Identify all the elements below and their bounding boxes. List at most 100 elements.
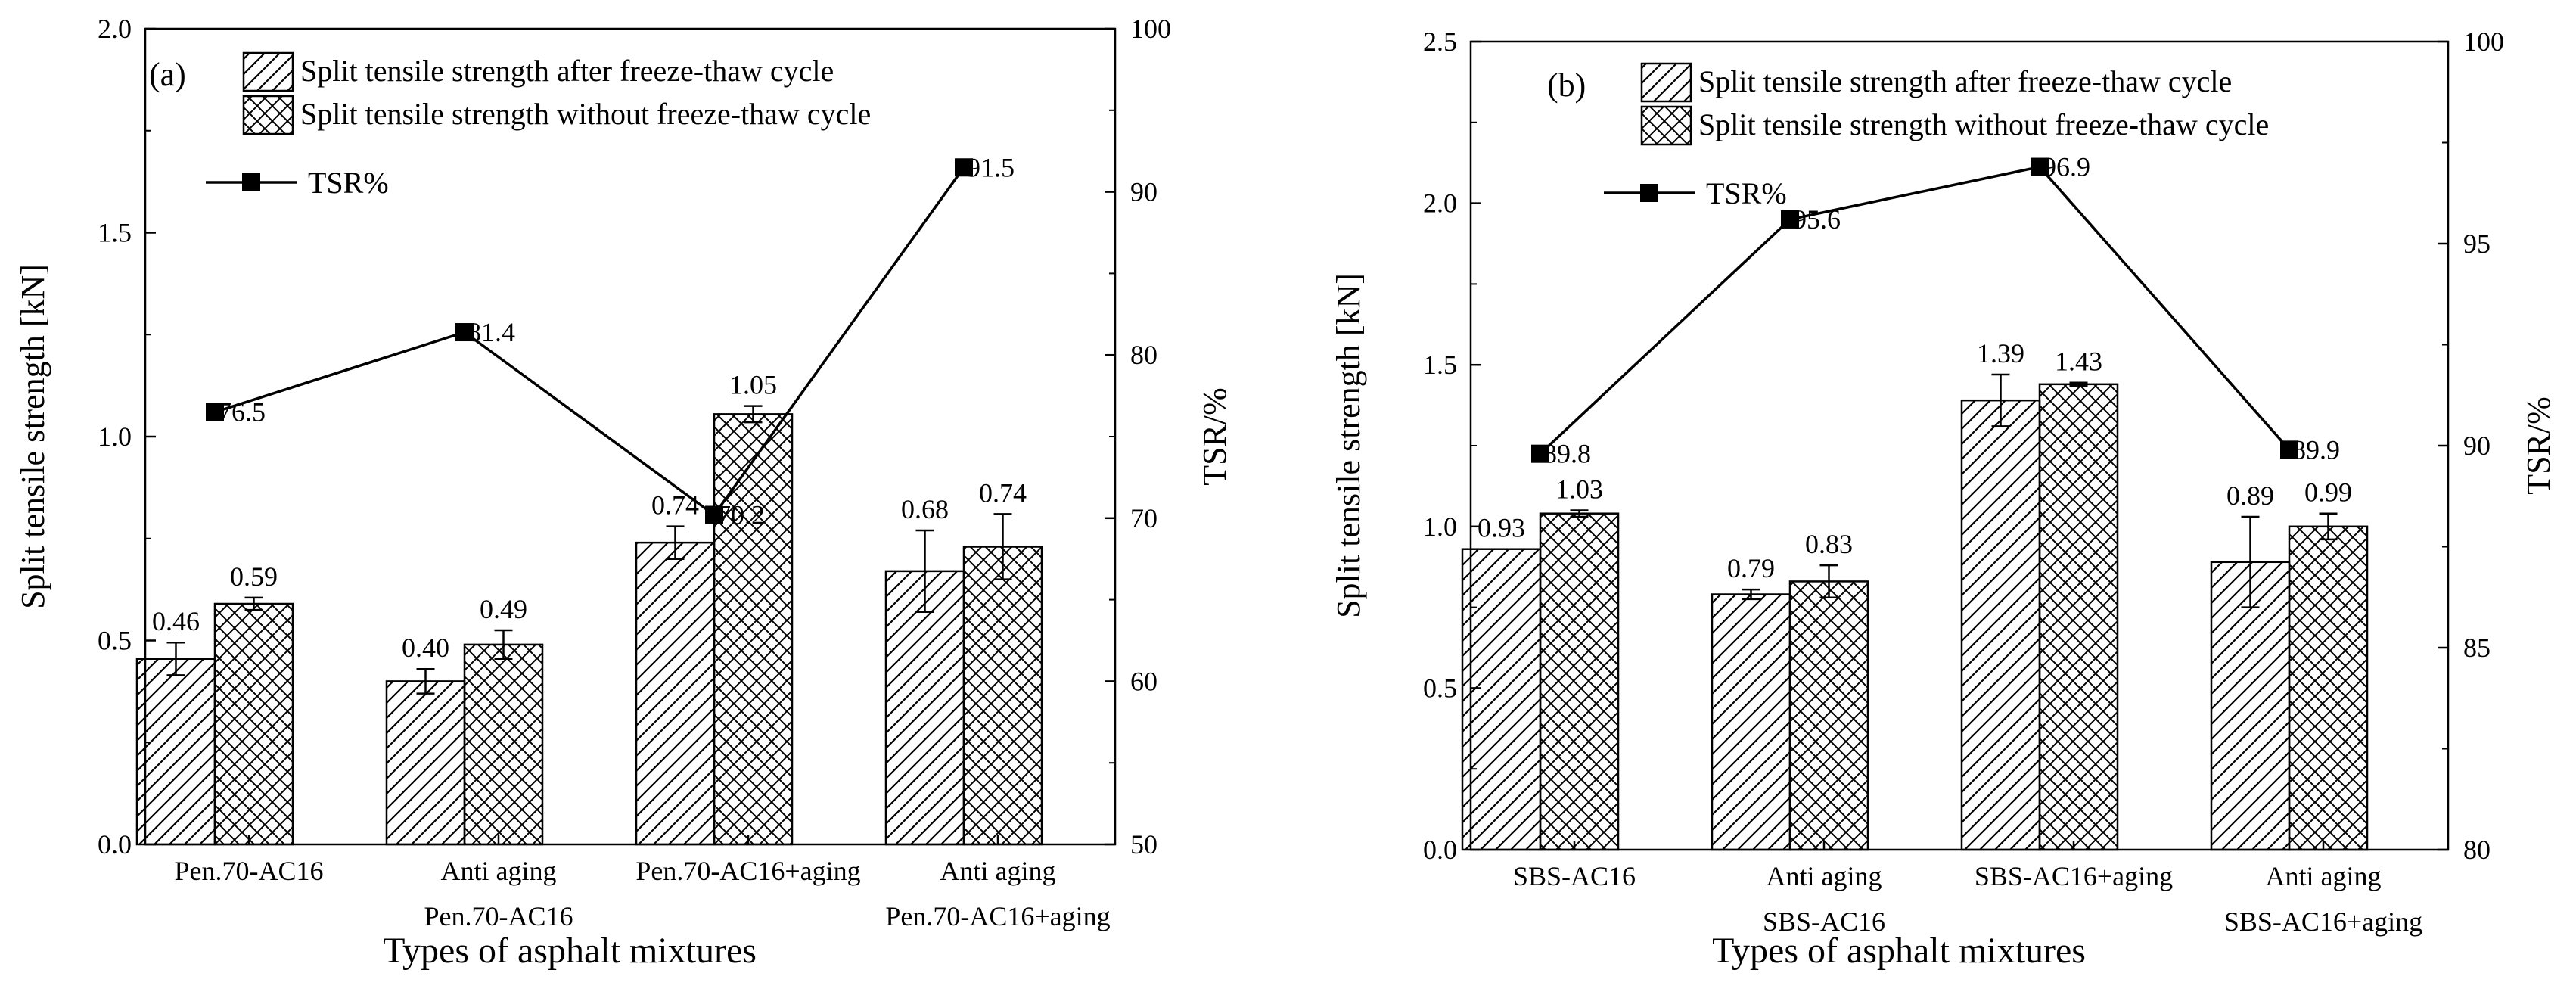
bar-value-label: 0.49 (480, 594, 527, 624)
y2-tick-label: 60 (1130, 666, 1157, 696)
bar-value-label: 1.03 (1555, 474, 1603, 504)
bar (2038, 383, 2119, 851)
bar (713, 413, 794, 846)
bar-value-label: 0.79 (1727, 553, 1775, 583)
tsr-marker (455, 323, 474, 342)
bar (385, 680, 466, 846)
legend-line-marker (1640, 184, 1658, 202)
bar-value-label: 0.74 (979, 477, 1027, 508)
tsr-value-label: 91.5 (967, 152, 1015, 182)
panel-label: (b) (1547, 67, 1586, 104)
bar-value-label: 0.89 (2226, 480, 2274, 511)
legend-entry: Split tensile strength after freeze-thaw… (300, 54, 834, 88)
bar-value-label: 0.83 (1805, 529, 1853, 559)
legend-entry: Split tensile strength after freeze-thaw… (1698, 64, 2232, 98)
x-tick-label: SBS-AC16 (1763, 906, 1885, 937)
legend-entry: Split tensile strength without freeze-th… (300, 97, 871, 131)
tsr-marker (2280, 440, 2298, 459)
tsr-value-label: 89.9 (2292, 434, 2340, 465)
legend-swatch (1640, 105, 1692, 146)
y-tick-label: 2.0 (1423, 188, 1457, 219)
tsr-marker (2031, 157, 2049, 176)
bar (1539, 512, 1620, 851)
y2-tick-label: 90 (1130, 177, 1157, 207)
x-tick-label: Pen.70-AC16 (424, 901, 573, 931)
tsr-value-label: 89.8 (1543, 439, 1591, 469)
y-tick-label: 0.5 (98, 626, 132, 656)
x-tick-label: SBS-AC16 (1513, 861, 1636, 891)
y-tick-label: 0.0 (1423, 835, 1457, 865)
tsr-marker (705, 505, 723, 524)
bar (1461, 548, 1542, 851)
y2-tick-label: 85 (2463, 633, 2491, 663)
y-tick-label: 1.0 (98, 421, 132, 452)
y-tick-label: 1.5 (1423, 350, 1457, 380)
y-tick-label: 2.0 (98, 14, 132, 44)
bar-value-label: 0.46 (152, 606, 200, 636)
y2-tick-label: 90 (2463, 431, 2491, 461)
x-tick-label: Anti aging (2266, 861, 2382, 891)
legend-entry: TSR% (308, 166, 389, 200)
x-tick-label: SBS-AC16+aging (2224, 906, 2422, 937)
bar-value-label: 0.99 (2304, 477, 2352, 508)
y2-tick-label: 50 (1130, 829, 1157, 860)
bar (463, 643, 544, 846)
bar (635, 541, 716, 846)
tsr-marker (1781, 210, 1799, 229)
y-tick-label: 0.5 (1423, 673, 1457, 703)
x-tick-label: SBS-AC16+aging (1975, 861, 2173, 891)
x-tick-label: Pen.70-AC16+aging (885, 901, 1110, 931)
y2-tick-label: 100 (1130, 14, 1171, 44)
y2-axis-title: TSR/% (1196, 387, 1233, 486)
tsr-value-label: 81.4 (468, 317, 515, 347)
tsr-value-label: 95.6 (1793, 204, 1841, 235)
legend-swatch (1640, 62, 1692, 103)
bar-value-label: 1.05 (729, 370, 777, 400)
x-axis-title: Types of asphalt mixtures (383, 931, 757, 971)
tsr-value-label: 70.2 (717, 499, 765, 530)
bar-value-label: 1.43 (2055, 347, 2102, 377)
bar-value-label: 0.93 (1478, 513, 1525, 543)
y2-tick-label: 80 (2463, 835, 2491, 865)
y-tick-label: 0.0 (98, 829, 132, 860)
x-tick-label: Anti aging (1767, 861, 1882, 891)
y2-tick-label: 80 (1130, 340, 1157, 370)
tsr-line (214, 166, 965, 517)
legend-entry: Split tensile strength without freeze-th… (1698, 107, 2269, 141)
legend-line-marker (242, 173, 260, 191)
bar-value-label: 1.39 (1977, 338, 2024, 368)
bar (962, 546, 1043, 846)
y2-tick-label: 95 (2463, 229, 2491, 259)
tsr-value-label: 76.5 (218, 397, 266, 427)
bar (1711, 593, 1791, 851)
bar-value-label: 0.59 (230, 561, 278, 592)
x-tick-label: Pen.70-AC16+aging (635, 856, 860, 886)
y-axis-title: Split tensile strength [kN] (14, 264, 51, 609)
y-tick-label: 2.5 (1423, 26, 1457, 57)
y2-tick-label: 100 (2463, 26, 2504, 57)
tsr-marker (206, 403, 224, 421)
x-tick-label: Anti aging (940, 856, 1056, 886)
bar (1788, 580, 1869, 851)
legend-swatch (242, 51, 294, 92)
y2-axis-title: TSR/% (2520, 396, 2557, 495)
bar-value-label: 0.74 (651, 490, 699, 521)
tsr-line (1539, 165, 2291, 455)
legend-entry: TSR% (1706, 176, 1787, 210)
x-axis-title: Types of asphalt mixtures (1712, 931, 2086, 971)
y-axis-title: Split tensile strength [kN] (1330, 273, 1367, 618)
bar (213, 602, 294, 846)
y-tick-label: 1.5 (98, 218, 132, 248)
y-tick-label: 1.0 (1423, 511, 1457, 542)
bar (1960, 399, 2041, 851)
tsr-marker (955, 158, 973, 177)
bar-value-label: 0.68 (901, 494, 949, 524)
bar (135, 658, 216, 846)
tsr-marker (1531, 444, 1549, 463)
bar (2288, 525, 2369, 851)
x-tick-label: Pen.70-AC16 (175, 856, 324, 886)
bar-value-label: 0.40 (402, 633, 449, 663)
x-tick-label: Anti aging (441, 856, 557, 886)
